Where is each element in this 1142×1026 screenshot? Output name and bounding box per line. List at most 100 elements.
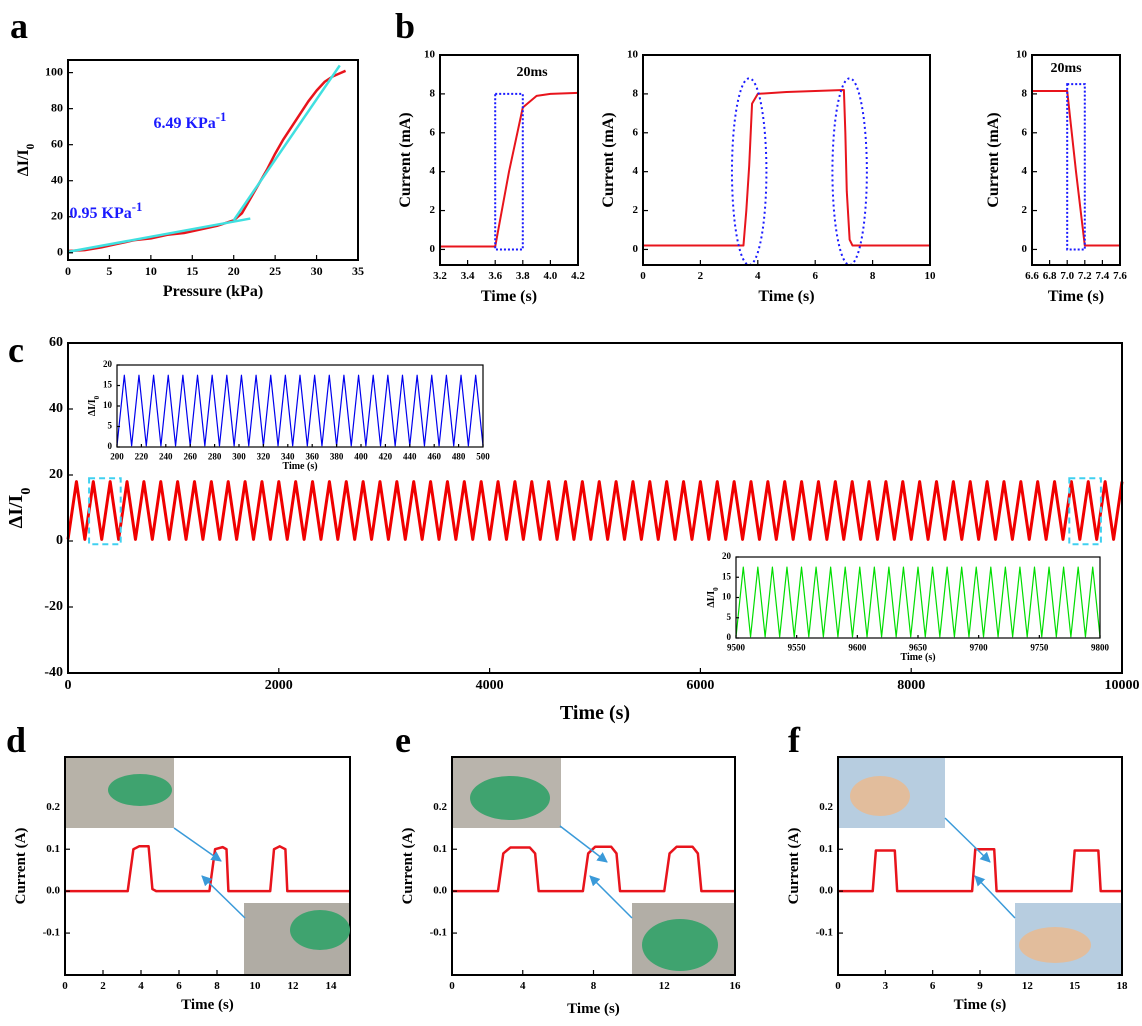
plot-frame: [1031, 54, 1121, 266]
highlight-region: [1068, 477, 1102, 546]
y-tick-label: 5: [108, 421, 113, 431]
x-tick-label: 0: [65, 678, 72, 693]
plot-frame: [67, 342, 1123, 674]
y-tick-label: 8: [1022, 87, 1028, 99]
y-axis-label: Current (A): [400, 828, 416, 905]
x-tick-label: 7.2: [1078, 270, 1092, 282]
x-tick-label: 16: [730, 980, 742, 992]
y-tick-label: 2: [633, 204, 639, 216]
x-tick-label: 360: [305, 452, 319, 462]
y-tick-label: 6: [633, 126, 639, 138]
x-tick-label: 6.6: [1025, 270, 1039, 282]
photo-glove: [108, 774, 172, 806]
x-tick-label: 0: [65, 264, 71, 278]
x-tick-label: 2: [698, 270, 704, 282]
annotation: 0.95 KPa-1: [70, 200, 143, 222]
data-line: [67, 69, 347, 253]
x-tick-label: 240: [159, 452, 173, 462]
y-axis-label: Current (A): [786, 828, 802, 905]
x-tick-label: 15: [186, 264, 198, 278]
y-tick-label: 0.0: [819, 885, 833, 897]
x-tick-label: 15: [1069, 980, 1081, 992]
plot-frame: [642, 54, 931, 266]
x-tick-label: 440: [403, 452, 417, 462]
y-axis-label: Current (mA): [397, 112, 414, 207]
x-tick-label: 4: [520, 980, 526, 992]
x-tick-label: 4: [755, 270, 761, 282]
y-tick-label: 4: [1022, 165, 1028, 177]
photo-hand: [850, 776, 910, 816]
x-tick-label: 340: [281, 452, 295, 462]
x-tick-label: 300: [232, 452, 246, 462]
x-tick-label: 2: [100, 980, 106, 992]
x-tick-label: 6: [812, 270, 818, 282]
highlight-region: [1066, 83, 1086, 251]
y-axis-label: Current (mA): [985, 112, 1002, 207]
x-tick-label: 4: [138, 980, 144, 992]
y-axis-label-part: ΔI/I: [5, 494, 27, 528]
x-tick-label: 4.0: [544, 270, 558, 282]
x-tick-label: 320: [257, 452, 271, 462]
y-tick-label: -40: [44, 665, 63, 680]
x-tick-label: 5: [106, 264, 112, 278]
x-tick-label: 9550: [788, 643, 807, 653]
x-tick-label: 6: [176, 980, 182, 992]
y-tick-label: 0: [108, 441, 113, 451]
x-tick-label: 10000: [1105, 678, 1140, 693]
y-tick-label: 0.1: [433, 843, 447, 855]
y-axis-label-part: ΔI/I: [15, 149, 32, 176]
y-tick-label: 5: [727, 612, 732, 622]
y-axis-label-part: Current (mA): [600, 112, 617, 207]
x-tick-label: 200: [110, 452, 124, 462]
x-axis-label: Time (s): [900, 652, 935, 663]
x-tick-label: 10: [145, 264, 157, 278]
y-tick-label: 0: [57, 245, 63, 259]
x-tick-label: 460: [427, 452, 441, 462]
data-line: [1032, 89, 1120, 247]
y-axis-label-part: Current (A): [400, 828, 416, 905]
highlight-region: [494, 92, 524, 251]
y-tick-label: -0.1: [43, 927, 60, 939]
annotation-part: -1: [132, 200, 143, 214]
y-tick-label: 6: [430, 126, 436, 138]
x-tick-label: 260: [183, 452, 197, 462]
y-tick-label: 6: [1022, 126, 1028, 138]
y-tick-label: 10: [103, 400, 113, 410]
x-tick-label: 3: [883, 980, 889, 992]
data-line: [67, 217, 251, 254]
annotation-part: 20ms: [1050, 61, 1082, 76]
x-tick-label: 9600: [848, 643, 867, 653]
data-line: [232, 64, 341, 222]
y-axis-label-part: ΔI/I: [87, 399, 98, 416]
y-tick-label: 4: [430, 165, 436, 177]
annotation: 20ms: [516, 65, 548, 80]
y-tick-label: -20: [44, 599, 63, 614]
y-tick-label: 10: [627, 49, 639, 61]
x-tick-label: 10: [250, 980, 262, 992]
x-tick-label: 9700: [970, 643, 989, 653]
x-tick-label: 4.2: [571, 270, 585, 282]
x-tick-label: 0: [62, 980, 68, 992]
x-axis-label: Time (s): [282, 461, 317, 472]
y-tick-label: 80: [51, 100, 63, 114]
x-tick-label: 220: [135, 452, 149, 462]
panel-label: a: [10, 6, 28, 46]
x-axis-label: Pressure (kPa): [163, 283, 263, 300]
highlight-region: [88, 477, 122, 546]
y-tick-label: 0.0: [46, 885, 60, 897]
y-tick-label: 40: [51, 172, 63, 186]
x-axis-label: Time (s): [481, 288, 537, 305]
x-tick-label: 0: [640, 270, 646, 282]
y-axis-label: ΔI/I0: [706, 587, 720, 608]
annotation: 6.49 KPa-1: [154, 110, 227, 132]
y-tick-label: 10: [424, 49, 436, 61]
y-axis-label-part: Current (mA): [985, 112, 1002, 207]
y-tick-label: 2: [430, 204, 436, 216]
panel-label: d: [6, 720, 26, 760]
y-tick-label: 0: [56, 533, 63, 548]
y-tick-label: 20: [51, 209, 63, 223]
y-axis-label-part: Current (A): [13, 828, 29, 905]
x-tick-label: 7.4: [1096, 270, 1110, 282]
